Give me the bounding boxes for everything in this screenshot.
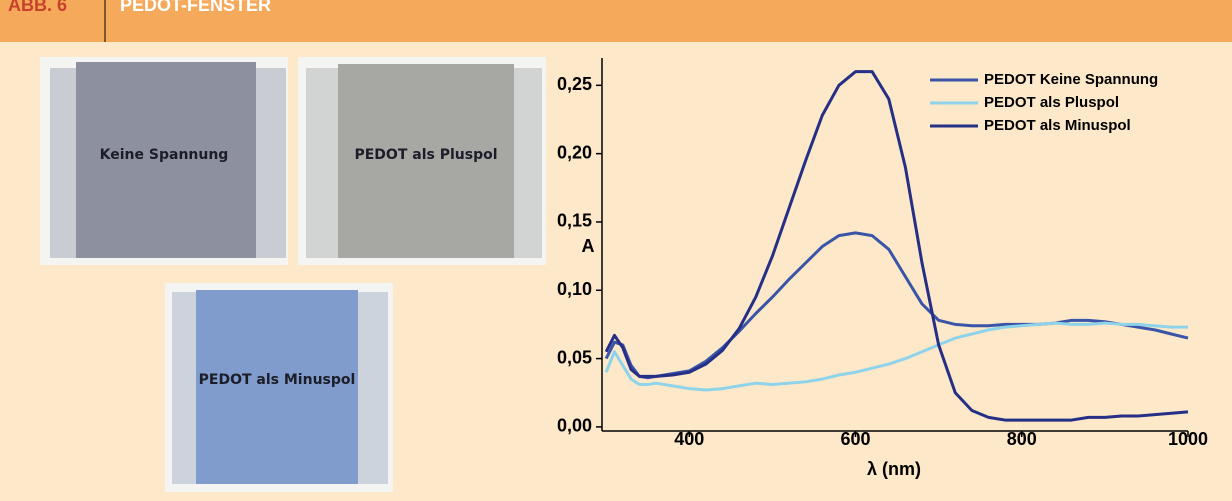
photo-label: PEDOT als Pluspol — [354, 147, 497, 163]
photo-label: PEDOT als Minuspol — [199, 372, 356, 388]
y-tick-label: 0,05 — [557, 347, 592, 367]
x-tick-label: 400 — [674, 429, 704, 449]
legend-label: PEDOT Keine Spannung — [984, 71, 1158, 88]
figure: ABB. 6 PEDOT-FENSTER Keine Spannung PEDO… — [0, 0, 1232, 501]
y-tick-label: 0,10 — [557, 279, 592, 299]
x-tick-label: 800 — [1007, 429, 1037, 449]
x-tick-label: 1000 — [1168, 429, 1208, 449]
photo: PEDOT als Minuspol — [165, 283, 393, 492]
header-title: PEDOT-FENSTER — [120, 0, 271, 15]
y-tick-label: 0,15 — [557, 211, 592, 231]
legend-label: PEDOT als Pluspol — [984, 94, 1119, 111]
legend-label: PEDOT als Minuspol — [984, 117, 1131, 134]
x-axis-label: λ (nm) — [867, 459, 921, 479]
photo: PEDOT als Pluspol — [298, 57, 546, 265]
y-tick-label: 0,25 — [557, 74, 592, 94]
header-label: ABB. 6 — [8, 0, 67, 15]
y-tick-label: 0,20 — [557, 142, 592, 162]
y-axis-label: A — [582, 236, 595, 256]
y-tick-label: 0,00 — [557, 416, 592, 436]
x-tick-label: 600 — [840, 429, 870, 449]
photo: Keine Spannung — [40, 57, 288, 265]
photo-label: Keine Spannung — [100, 147, 229, 163]
